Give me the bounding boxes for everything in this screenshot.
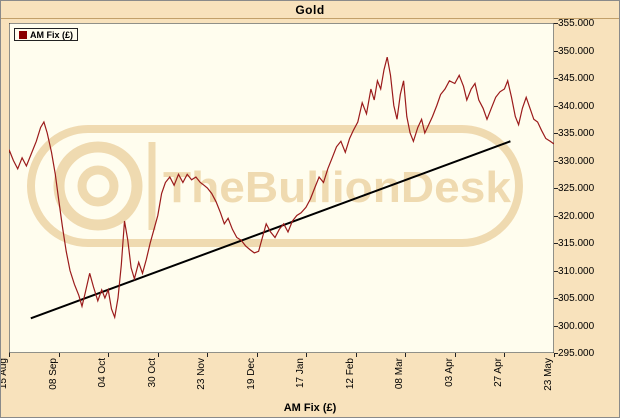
x-axis-label: 08 Mar	[394, 358, 406, 390]
watermark-logo-inner-ring-icon	[77, 165, 119, 207]
y-axis-label: 305.000	[558, 293, 595, 304]
y-axis-tick	[554, 161, 558, 162]
x-axis-tick	[257, 353, 258, 357]
x-axis-label: 19 Dec	[245, 358, 257, 390]
x-axis-tick	[306, 353, 307, 357]
y-axis-tick	[554, 51, 558, 52]
x-axis-label: 30 Oct	[146, 358, 158, 388]
y-axis-tick	[554, 188, 558, 189]
y-axis-label: 310.000	[558, 265, 595, 277]
y-axis-label: 295.000	[558, 348, 595, 359]
x-axis-tick	[59, 353, 60, 357]
y-axis-tick	[554, 243, 558, 244]
y-axis-tick	[554, 216, 558, 217]
x-axis-tick	[158, 353, 159, 357]
y-axis-label: 325.000	[558, 183, 595, 194]
title-divider	[1, 18, 619, 19]
x-axis-label: 27 Apr	[493, 358, 505, 387]
chart-title: Gold	[295, 3, 325, 17]
y-axis-tick	[554, 78, 558, 79]
y-axis-tick	[554, 133, 558, 134]
y-axis-label: 345.000	[558, 73, 595, 84]
watermark: TheBullionDesk	[27, 125, 523, 247]
x-axis-title: AM Fix (£)	[283, 402, 337, 414]
y-axis-label: 315.000	[558, 238, 595, 249]
y-axis-label: 350.000	[558, 45, 595, 57]
y-axis-label: 355.000	[558, 18, 595, 29]
y-axis-tick	[554, 23, 558, 24]
x-axis-tick	[207, 353, 208, 357]
y-axis-tick	[554, 353, 558, 354]
watermark-outline	[27, 125, 523, 247]
watermark-logo-outer-ring-icon	[53, 141, 143, 231]
legend: AM Fix (£)	[14, 28, 79, 41]
x-axis-tick	[9, 353, 10, 357]
x-axis-label: 04 Oct	[97, 358, 109, 388]
plot-background	[9, 23, 554, 353]
watermark-text: TheBullionDesk	[163, 163, 512, 212]
y-axis-tick	[554, 271, 558, 272]
y-axis-label: 300.000	[558, 320, 595, 332]
y-axis-label: 330.000	[558, 155, 595, 167]
x-axis-label: 23 May	[543, 358, 554, 391]
x-axis-label: 03 Apr	[443, 358, 455, 387]
y-axis-label: 320.000	[558, 210, 595, 222]
y-axis-label: 335.000	[558, 128, 595, 139]
x-axis-label: 08 Sep	[47, 358, 59, 390]
x-axis-tick	[455, 353, 456, 357]
x-axis-label: 12 Feb	[344, 358, 356, 390]
x-axis-tick	[554, 353, 555, 357]
y-axis-label: 340.000	[558, 100, 595, 112]
legend-swatch-icon	[19, 30, 27, 39]
x-axis-tick	[356, 353, 357, 357]
x-axis-tick	[504, 353, 505, 357]
legend-label: AM Fix (£)	[30, 29, 74, 40]
price-chart: TheBullionDesk	[9, 23, 554, 353]
x-axis-label: 15 Aug	[0, 358, 9, 390]
x-axis-tick	[108, 353, 109, 357]
x-axis-label: 17 Jan	[295, 358, 307, 389]
am-fix-series-line	[9, 56, 554, 320]
y-axis-tick	[554, 326, 558, 327]
y-axis-tick	[554, 298, 558, 299]
x-axis-label: 23 Nov	[196, 358, 208, 390]
trend-line	[30, 140, 511, 320]
x-axis-tick	[405, 353, 406, 357]
y-axis-tick	[554, 106, 558, 107]
